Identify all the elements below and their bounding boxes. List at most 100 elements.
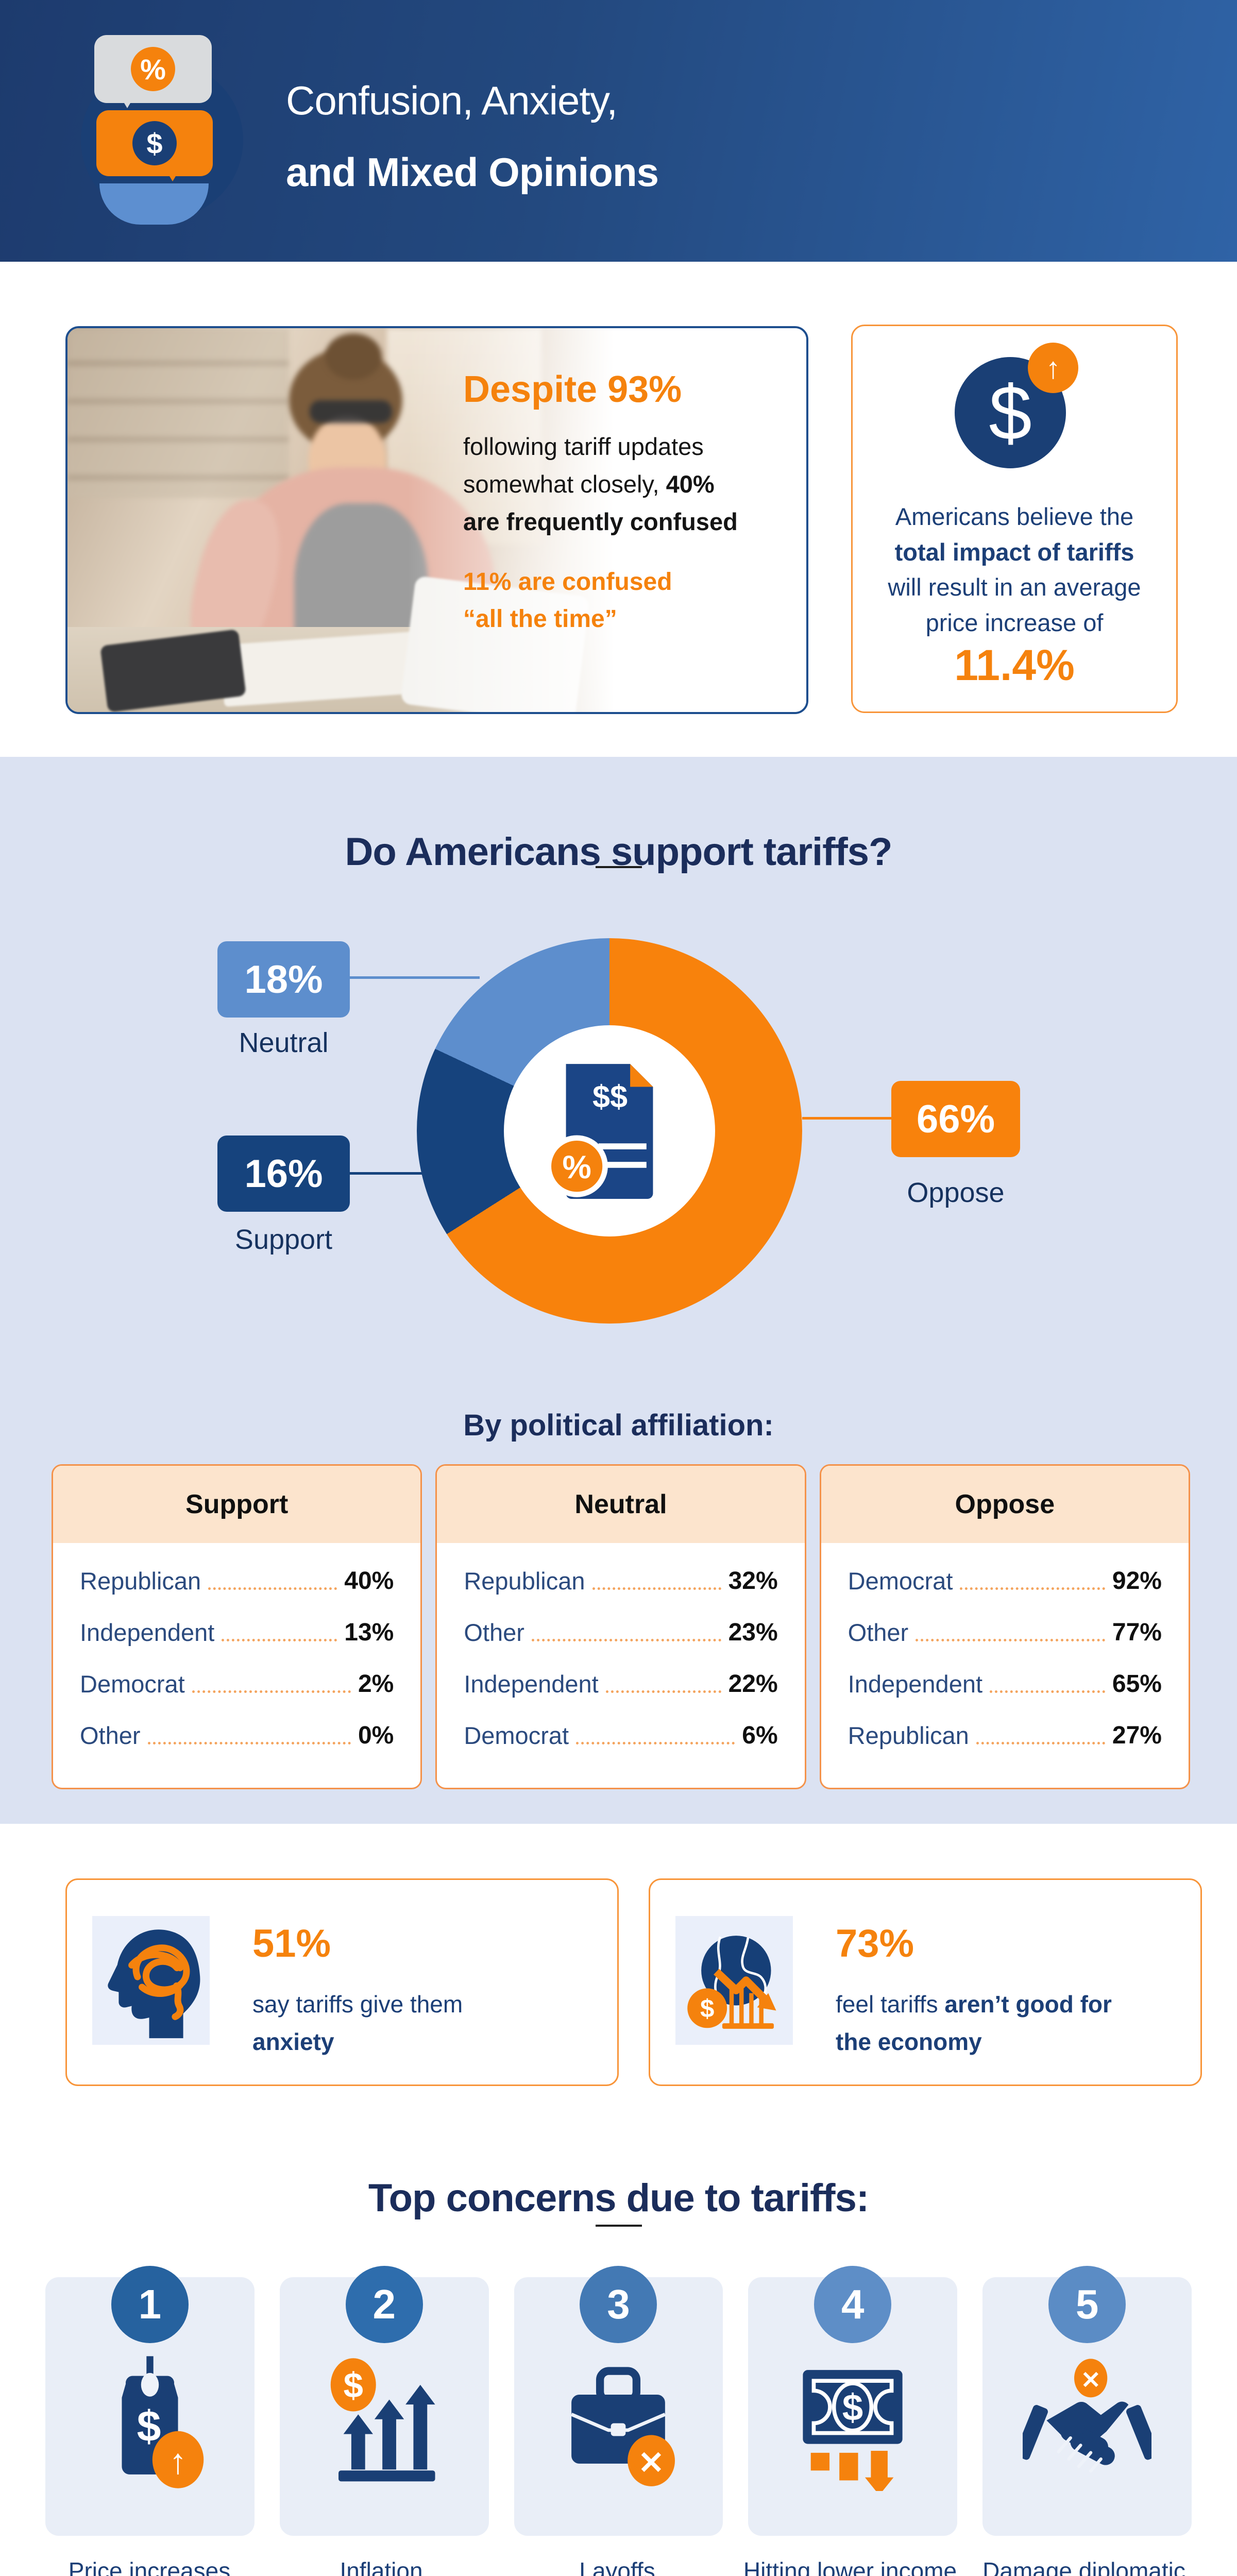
intro-section: Despite 93% following tariff updates som… <box>0 262 1237 757</box>
oppose-connector-line <box>802 1117 891 1120</box>
table-row: Independent 13% <box>80 1619 394 1646</box>
impact-line3: will result in an average <box>888 573 1141 601</box>
oppose-label: Oppose <box>907 1177 1005 1208</box>
confusion-sub: 11% are confused “all the time” <box>463 564 803 638</box>
anxious-head-icon <box>108 1929 200 2039</box>
table-row: Other 0% <box>80 1722 394 1749</box>
economy-card: $ 73% feel tariffs aren’t good for the e… <box>649 1878 1202 2086</box>
concern-label: Layoffs <box>579 2557 655 2576</box>
concerns-section: Top concerns due to tariffs: 1 $ ↑ 2 $ <box>0 2112 1237 2576</box>
confusion-body: following tariff updates somewhat closel… <box>463 428 803 541</box>
economy-line1: feel tariffs aren’t good for <box>836 1991 1112 2018</box>
economy-line2: the economy <box>836 2028 982 2055</box>
concern-cards: 1 $ ↑ 2 $ <box>45 2266 1192 2536</box>
concern-number: 3 <box>580 2266 657 2343</box>
neutral-label: Neutral <box>239 1027 329 1058</box>
confusion-line2-bold: 40% <box>666 470 715 498</box>
concern-number: 1 <box>111 2266 189 2343</box>
confusion-line3: are frequently confused <box>463 507 738 535</box>
oppose-table: Oppose Democrat 92% Other 77% Independent 6… <box>819 1464 1190 1789</box>
confusion-text-block: Despite 93% following tariff updates som… <box>463 368 803 638</box>
concern-number: 5 <box>1048 2266 1126 2343</box>
heading-dash <box>595 866 642 868</box>
concern-label: Hitting lower income Americans harder <box>743 2557 957 2576</box>
table-row: Democrat 92% <box>848 1567 1162 1595</box>
neutral-connector-line <box>350 976 480 979</box>
svg-text:↑: ↑ <box>169 2442 187 2481</box>
table-row: Independent 22% <box>464 1670 778 1698</box>
price-impact-card: $ ↑ Americans believe the total impact o… <box>851 325 1178 713</box>
confusion-sub-line1: 11% are confused <box>463 568 672 596</box>
confusion-sub-line2: “all the time” <box>463 605 617 633</box>
concern-card-lower-income: 4 $ <box>748 2266 958 2536</box>
economy-coin-text: $ <box>700 1995 714 2023</box>
anxiety-line2: anxiety <box>252 2028 334 2055</box>
confusion-line2: somewhat closely, <box>463 470 666 498</box>
table-row: Republican 32% <box>464 1567 778 1595</box>
svg-text:$: $ <box>137 2402 161 2450</box>
neutral-value-box: 18% <box>217 941 350 1018</box>
chat-bubbles-icon: % $ <box>75 9 250 236</box>
donut-hole: $$ % <box>504 1025 715 1236</box>
speech-bubble-percent: % <box>94 35 212 108</box>
support-connector-line <box>350 1172 425 1175</box>
table-row: Republican 27% <box>848 1722 1162 1749</box>
concern-number: 4 <box>814 2266 892 2343</box>
neutral-table-title: Neutral <box>437 1466 805 1543</box>
speech-bubble-blue <box>99 183 209 225</box>
support-value-box: 16% <box>217 1136 350 1212</box>
table-row: Democrat 2% <box>80 1670 394 1698</box>
table-row: Democrat 6% <box>464 1722 778 1749</box>
table-row: Republican 40% <box>80 1567 394 1595</box>
support-table-title: Support <box>53 1466 421 1543</box>
confusion-card: Despite 93% following tariff updates som… <box>65 326 808 714</box>
concern-card-inflation: 2 $ <box>279 2266 489 2536</box>
impact-value: 11.4% <box>954 641 1075 689</box>
concern-card-layoffs: 3 ✕ <box>514 2266 723 2536</box>
page-title: Confusion, Anxiety, and Mixed Opinions <box>286 77 659 196</box>
concerns-heading: Top concerns due to tariffs: <box>368 2176 869 2221</box>
concern-label: Inflation <box>340 2557 423 2576</box>
impact-line4: price increase of <box>925 608 1104 636</box>
dollar-icon: $ <box>132 121 177 165</box>
oppose-value-box: 66% <box>891 1081 1020 1157</box>
svg-text:$: $ <box>842 2387 863 2429</box>
confusion-line1: following tariff updates <box>463 433 704 460</box>
economy-decline-icon: $ <box>687 1936 776 2029</box>
support-section: Do Americans support tariffs? $$ % 18% N… <box>0 757 1237 1824</box>
impact-text: Americans believe the total impact of ta… <box>867 499 1162 640</box>
concern-card-price: 1 $ ↑ <box>45 2266 255 2536</box>
page-title-line2: and Mixed Opinions <box>286 149 659 195</box>
support-table: Support Republican 40% Independent 13% Dem… <box>52 1464 422 1789</box>
oppose-table-title: Oppose <box>821 1466 1189 1543</box>
inflation-icon: $ <box>330 2358 435 2482</box>
heading-dash <box>595 2225 642 2227</box>
economy-value: 73% <box>836 1922 914 1965</box>
svg-text:✕: ✕ <box>638 2445 665 2480</box>
economy-icon-panel: $ <box>675 1916 793 2045</box>
support-label: Support <box>234 1224 333 1255</box>
feelings-section: 51% say tariffs give them anxiety <box>0 1824 1237 2112</box>
svg-text:✕: ✕ <box>1081 2367 1101 2394</box>
donut-ring: $$ % <box>417 938 802 1324</box>
svg-text:$: $ <box>343 2366 363 2405</box>
affiliation-tables: Support Republican 40% Independent 13% Dem… <box>52 1464 1190 1789</box>
briefcase-icon: ✕ <box>571 2367 675 2486</box>
money-decrease-icon: $ <box>803 2370 903 2491</box>
doc-percent-text: % <box>563 1149 591 1185</box>
table-row: Other 23% <box>464 1619 778 1646</box>
photo-white-fade <box>67 328 806 712</box>
anxiety-value: 51% <box>252 1922 331 1965</box>
up-arrow-icon: ↑ <box>1028 343 1078 393</box>
table-row: Other 77% <box>848 1619 1162 1646</box>
table-row: Independent 65% <box>848 1670 1162 1698</box>
handshake-broken-icon: ✕ <box>1023 2359 1152 2473</box>
doc-dollars-text: $$ <box>592 1079 628 1114</box>
impact-line2: total impact of tariffs <box>894 538 1134 566</box>
neutral-table: Neutral Republican 32% Other 23% Independe… <box>435 1464 806 1789</box>
price-tag-icon: $ ↑ <box>122 2356 204 2488</box>
concern-label: Price increases <box>68 2557 231 2576</box>
anxiety-icon-panel <box>92 1916 210 2045</box>
percent-icon: % <box>131 47 175 91</box>
